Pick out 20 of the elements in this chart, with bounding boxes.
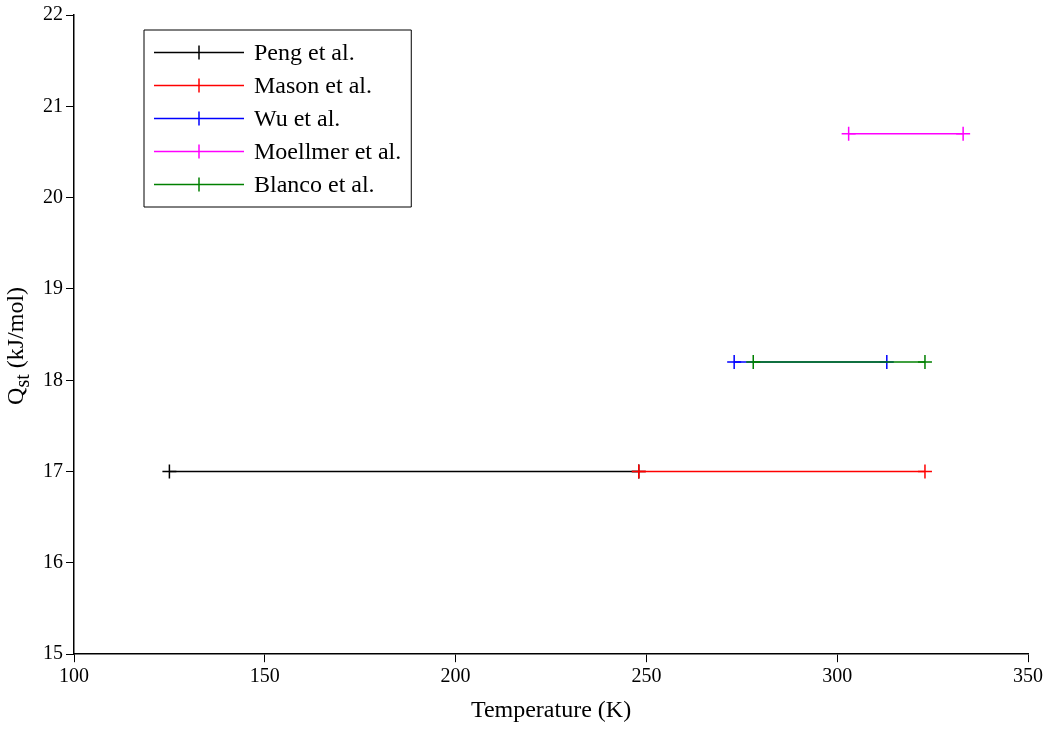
x-tick-label: 200	[440, 664, 471, 687]
y-tick-label: 21	[43, 93, 63, 116]
y-tick-label: 22	[43, 2, 63, 25]
legend-label: Moellmer et al.	[254, 137, 402, 164]
x-tick-label: 350	[1013, 664, 1043, 687]
x-tick-label: 300	[822, 664, 853, 687]
legend-label: Wu et al.	[254, 104, 341, 131]
legend-label: Peng et al.	[254, 38, 355, 65]
y-tick-label: 20	[43, 184, 63, 207]
x-tick-label: 250	[631, 664, 662, 687]
x-axis-title: Temperature (K)	[470, 695, 632, 722]
y-tick-label: 18	[43, 367, 63, 390]
legend-label: Blanco et al.	[254, 170, 375, 197]
x-tick-label: 100	[59, 664, 89, 687]
y-tick-label: 17	[43, 458, 63, 481]
y-tick-label: 19	[43, 276, 63, 299]
x-tick-label: 150	[249, 664, 280, 687]
legend-label: Mason et al.	[254, 71, 372, 98]
y-tick-label: 16	[43, 550, 63, 573]
y-tick-label: 15	[43, 641, 63, 664]
